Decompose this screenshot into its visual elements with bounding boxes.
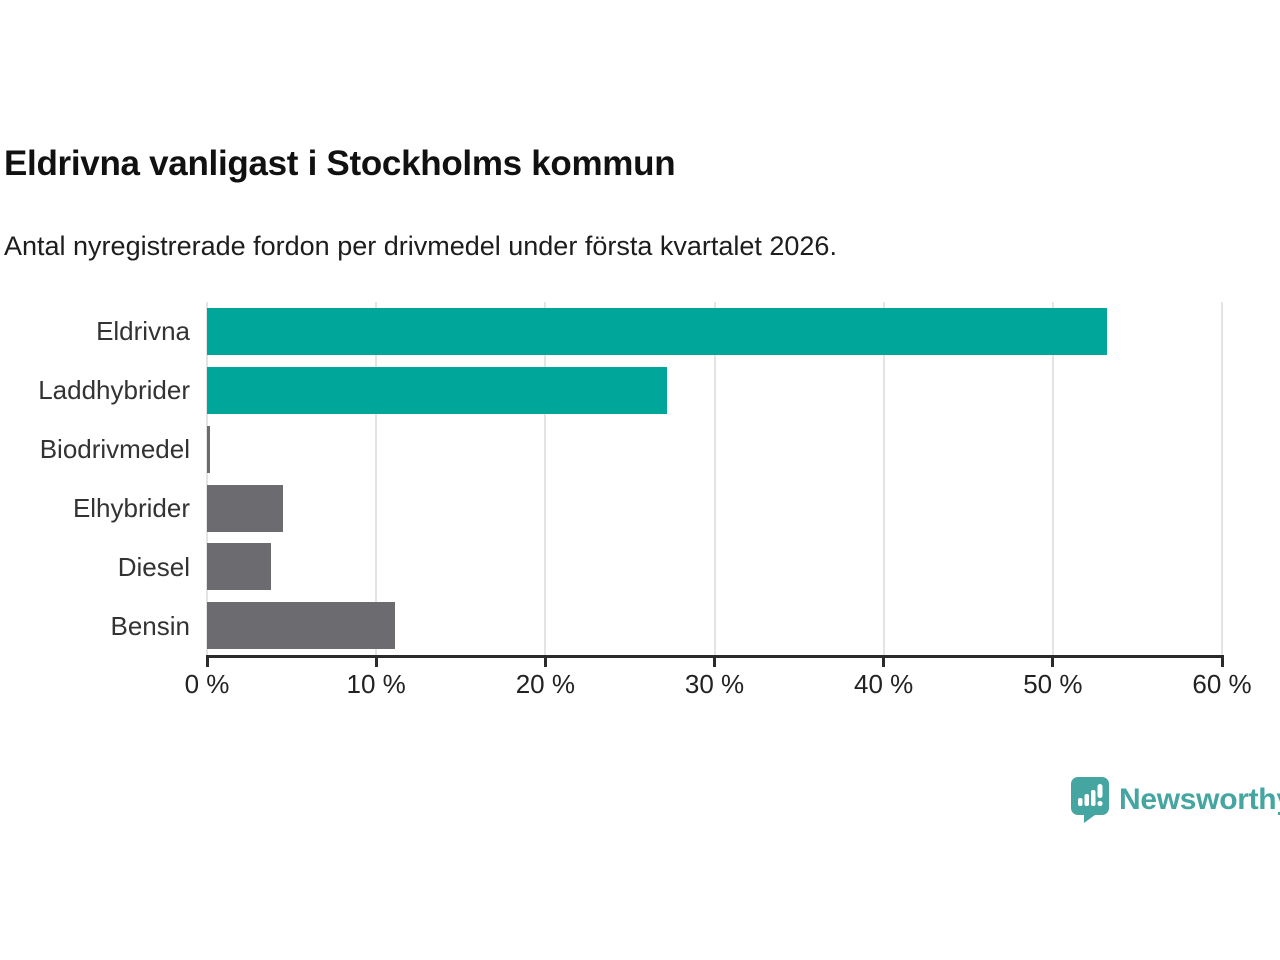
category-label: Eldrivna: [96, 316, 190, 347]
x-axis-tick: [713, 655, 716, 667]
x-axis-tick-label: 30 %: [684, 669, 745, 699]
bar-bensin: [207, 602, 395, 650]
chart-title: Eldrivna vanligast i Stockholms kommun: [4, 144, 676, 183]
x-axis-tick-label: 10 %: [346, 669, 406, 699]
x-axis-tick-label: 50 %: [1023, 669, 1083, 699]
chart-subtitle: Antal nyregistrerade fordon per drivmede…: [4, 231, 837, 261]
bar-biodrivmedel: [207, 425, 211, 473]
bar-eldrivna: [207, 308, 1107, 355]
x-axis-tick-label: 0 %: [184, 669, 230, 699]
gridline: [206, 302, 208, 655]
x-axis-tick: [374, 655, 378, 667]
x-axis-tick: [543, 655, 547, 667]
bar-laddhybrider: [207, 366, 668, 414]
category-label: Laddhybrider: [38, 375, 190, 406]
gridline: [1221, 302, 1223, 655]
newsworthy-bubble-chart-icon: [1071, 777, 1109, 823]
gridline: [544, 302, 547, 655]
x-axis-tick: [205, 655, 209, 667]
gridline: [882, 302, 885, 655]
x-axis-tick-label: 20 %: [515, 669, 575, 699]
gridline: [1051, 302, 1054, 655]
x-axis-tick: [882, 655, 886, 667]
bar-elhybrider: [207, 484, 284, 532]
x-axis-tick-label: 40 %: [854, 669, 914, 699]
newsworthy-logo: Newsworthy: [1071, 777, 1280, 823]
x-axis-tick: [1220, 655, 1224, 667]
category-label: Bensin: [110, 610, 191, 641]
category-label: Diesel: [117, 551, 190, 582]
x-axis-tick: [1051, 655, 1055, 667]
gridline: [375, 302, 378, 655]
bar-diesel: [207, 543, 272, 591]
category-label: Elhybrider: [72, 492, 190, 523]
category-label: Biodrivmedel: [39, 434, 190, 465]
gridline: [713, 302, 716, 655]
x-axis-tick-label: 60 %: [1192, 669, 1252, 699]
plot-area: 0 % 10 % 20 % 30 % 40 % 50 % 60 %: [185, 302, 1252, 699]
newsworthy-wordmark: Newsworthy: [1119, 783, 1280, 816]
